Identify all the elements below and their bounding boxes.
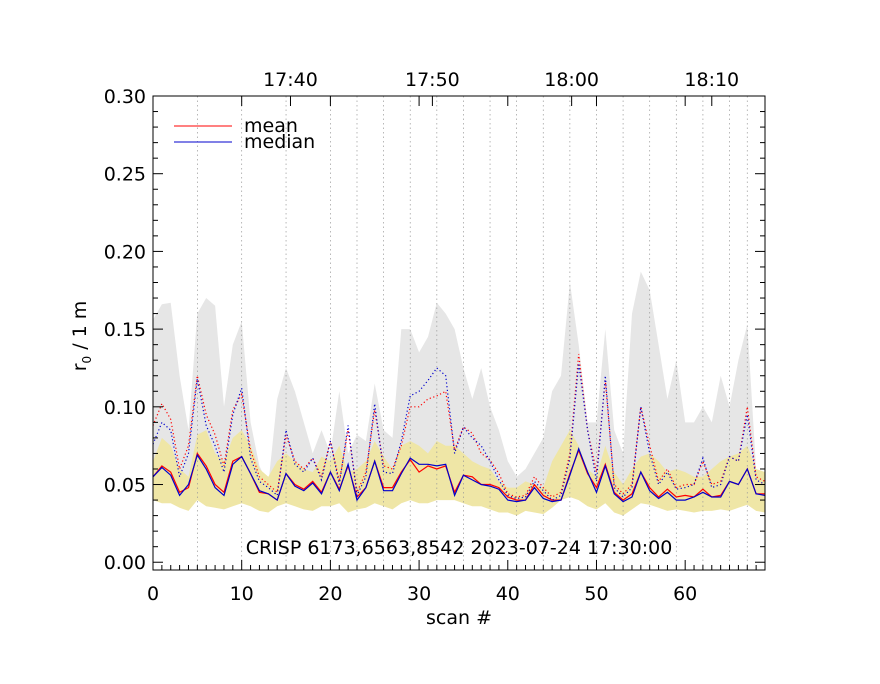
- x-tick-label: 20: [318, 583, 342, 605]
- y-tick-label: 0.20: [104, 241, 146, 263]
- legend-label-mean: mean: [244, 115, 298, 137]
- y-axis-label-main: r: [69, 363, 91, 371]
- legend: mean median: [174, 115, 315, 153]
- y-tick-label: 0.05: [104, 475, 146, 497]
- axis-ticks: 0 10 20 30 40 50 60 0.00 0.05 0.10 0.15 0.20 0.25 0.3…: [104, 69, 765, 605]
- chart-annotation: CRISP 6173,6563,8542 2023-07-24 17:30:00: [246, 537, 673, 559]
- x-tick-label: 40: [496, 583, 520, 605]
- yellow-band: [153, 430, 765, 516]
- series-line-median-dotted: [153, 363, 765, 501]
- y-tick-label: 0.15: [104, 319, 146, 341]
- y-axis-label-subscript: 0: [80, 356, 94, 364]
- band-layer: [153, 271, 765, 516]
- series-line-median: [153, 447, 765, 503]
- x-tick-label: 60: [673, 583, 697, 605]
- legend-label-median: median: [244, 131, 315, 153]
- top-time-label: 17:50: [405, 69, 460, 91]
- x-tick-label: 0: [147, 583, 159, 605]
- y-axis-label: r0 / 1 m: [69, 301, 94, 372]
- x-axis-label: scan #: [426, 607, 492, 629]
- y-tick-label: 0.00: [104, 552, 146, 574]
- y-axis-label-unit: / 1 m: [69, 301, 91, 356]
- top-time-label: 17:40: [263, 69, 318, 91]
- y-tick-label: 0.10: [104, 397, 146, 419]
- plot-frame: [152, 95, 766, 571]
- x-tick-label: 30: [407, 583, 431, 605]
- top-time-label: 18:00: [544, 69, 599, 91]
- y-tick-label: 0.25: [104, 164, 146, 186]
- top-time-label: 18:10: [684, 69, 739, 91]
- x-tick-label: 10: [230, 583, 254, 605]
- svg-text:r0 / 1 m: r0 / 1 m: [69, 301, 94, 372]
- x-tick-label: 50: [584, 583, 608, 605]
- grey-band: [153, 271, 765, 501]
- y-tick-label: 0.30: [104, 86, 146, 108]
- series-layer: [153, 353, 765, 503]
- series-line-mean-dotted: [153, 353, 765, 498]
